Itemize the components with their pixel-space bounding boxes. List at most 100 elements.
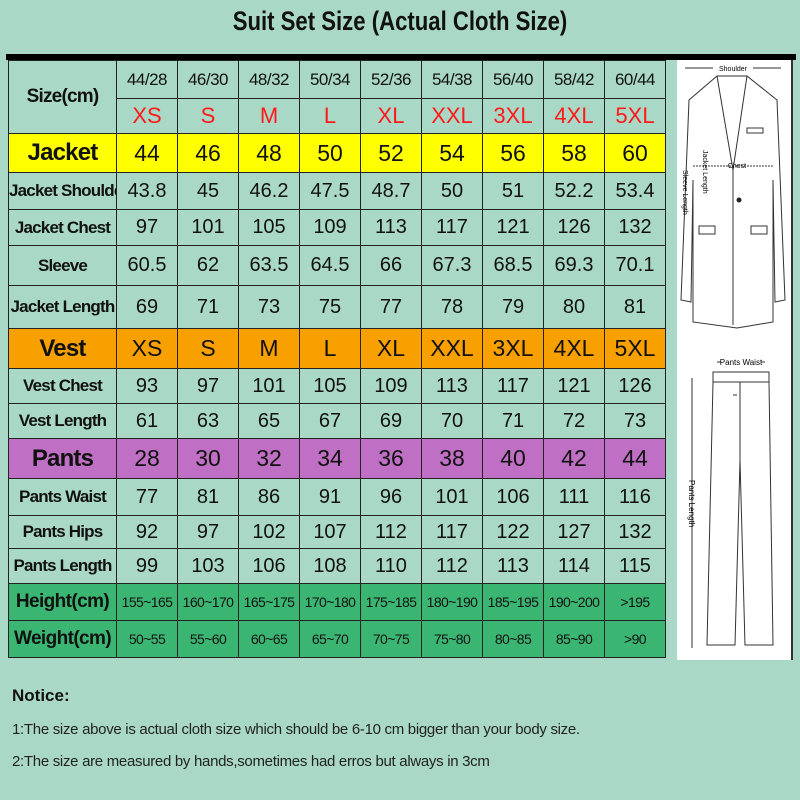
row-label: Jacket Chest — [8, 209, 117, 246]
value-cell: 114 — [543, 548, 605, 584]
value-cell: 34 — [299, 438, 361, 479]
row-label: Jacket — [8, 133, 117, 173]
value-cell: 93 — [116, 368, 178, 404]
value-cell: 92 — [116, 515, 178, 549]
table-row: Pants Waist 77 81 86 91 96 101 106 111 116 — [8, 478, 666, 516]
size-number-cell: 56/40 — [482, 60, 544, 99]
value-cell: 69.3 — [543, 245, 605, 286]
value-cell: 50~55 — [116, 620, 178, 658]
value-cell: 46 — [177, 133, 239, 173]
value-cell: 108 — [299, 548, 361, 584]
size-number-cell: 58/42 — [543, 60, 605, 99]
value-cell: 117 — [421, 515, 483, 549]
value-cell: 70~75 — [360, 620, 422, 658]
notice-line-2: 2:The size are measured by hands,sometim… — [12, 753, 490, 770]
value-cell: 155~165 — [116, 583, 178, 621]
value-cell: 50 — [299, 133, 361, 173]
value-cell: 121 — [482, 209, 544, 246]
value-cell: 109 — [360, 368, 422, 404]
value-cell: XS — [116, 328, 178, 369]
size-label: Size(cm) — [8, 60, 117, 134]
value-cell: 113 — [482, 548, 544, 584]
value-cell: 71 — [482, 403, 544, 439]
value-cell: 117 — [482, 368, 544, 404]
value-cell: 73 — [238, 285, 300, 329]
value-cell: 30 — [177, 438, 239, 479]
row-label: Vest Chest — [8, 368, 117, 404]
value-cell: 97 — [116, 209, 178, 246]
row-label: Weight(cm) — [8, 620, 117, 658]
value-cell: 122 — [482, 515, 544, 549]
value-cell: 52.2 — [543, 172, 605, 210]
value-cell: 43.8 — [116, 172, 178, 210]
value-cell: 72 — [543, 403, 605, 439]
value-cell: 175~185 — [360, 583, 422, 621]
value-cell: 106 — [238, 548, 300, 584]
sleeve-length-label: Sleeve Length — [681, 170, 688, 215]
row-label: Vest — [8, 328, 117, 369]
row-label: Vest Length — [8, 403, 117, 439]
value-cell: 112 — [421, 548, 483, 584]
value-cell: 73 — [604, 403, 666, 439]
table-row: Jacket Length 69 71 73 75 77 78 79 80 81 — [8, 285, 666, 329]
table-row: Sleeve 60.5 62 63.5 64.5 66 67.3 68.5 69.3 70.1 — [8, 245, 666, 286]
value-cell: 52 — [360, 133, 422, 173]
value-cell: 180~190 — [421, 583, 483, 621]
value-cell: 80 — [543, 285, 605, 329]
value-cell: 56 — [482, 133, 544, 173]
value-cell: 86 — [238, 478, 300, 516]
value-cell: 81 — [177, 478, 239, 516]
size-letter-cell: 5XL — [604, 98, 666, 134]
value-cell: 63 — [177, 403, 239, 439]
value-cell: 60 — [604, 133, 666, 173]
value-cell: 4XL — [543, 328, 605, 369]
table-row: Jacket Chest 97 101 105 109 113 117 121 126 132 — [8, 209, 666, 246]
value-cell: 67.3 — [421, 245, 483, 286]
value-cell: 101 — [421, 478, 483, 516]
value-cell: 70.1 — [604, 245, 666, 286]
value-cell: 46.2 — [238, 172, 300, 210]
value-cell: 97 — [177, 515, 239, 549]
value-cell: 69 — [360, 403, 422, 439]
table-row: Pants 28 30 32 34 36 38 40 42 44 — [8, 438, 666, 479]
table-row: Vest Chest 93 97 101 105 109 113 117 121 126 — [8, 368, 666, 404]
size-number-cell: 44/28 — [116, 60, 178, 99]
value-cell: 47.5 — [299, 172, 361, 210]
value-cell: 60~65 — [238, 620, 300, 658]
size-letter-cell: M — [238, 98, 300, 134]
value-cell: 85~90 — [543, 620, 605, 658]
value-cell: 111 — [543, 478, 605, 516]
value-cell: 67 — [299, 403, 361, 439]
value-cell: 61 — [116, 403, 178, 439]
row-label: Height(cm) — [8, 583, 117, 621]
value-cell: 126 — [543, 209, 605, 246]
value-cell: 132 — [604, 209, 666, 246]
suit-diagram: Shoulder Chest Sleeve Length Jacket Leng… — [677, 60, 793, 660]
value-cell: L — [299, 328, 361, 369]
value-cell: 77 — [116, 478, 178, 516]
table-row: Weight(cm) 50~55 55~60 60~65 65~70 70~75 75~80… — [8, 620, 666, 658]
table-row: Jacket 44 46 48 50 52 54 56 58 60 — [8, 133, 666, 173]
size-number-cell: 52/36 — [360, 60, 422, 99]
table-row: Pants Hips 92 97 102 107 112 117 122 127 132 — [8, 515, 666, 549]
notice-line-1: 1:The size above is actual cloth size wh… — [12, 721, 580, 738]
value-cell: 70 — [421, 403, 483, 439]
value-cell: 121 — [543, 368, 605, 404]
value-cell: 116 — [604, 478, 666, 516]
value-cell: 55~60 — [177, 620, 239, 658]
suit-illustration: Shoulder Chest Sleeve Length Jacket Leng… — [680, 66, 786, 648]
size-number-cell: 48/32 — [238, 60, 300, 99]
value-cell: 53.4 — [604, 172, 666, 210]
value-cell: 126 — [604, 368, 666, 404]
value-cell: 48 — [238, 133, 300, 173]
value-cell: 50 — [421, 172, 483, 210]
value-cell: 51 — [482, 172, 544, 210]
shoulder-label: Shoulder — [719, 66, 748, 73]
pants-length-label: Pants Length — [687, 480, 696, 527]
size-table: Size(cm) 44/28 46/30 48/32 50/34 52/36 54/38 5… — [8, 60, 666, 658]
table-row: Pants Length 99 103 106 108 110 112 113 114 115 — [8, 548, 666, 584]
value-cell: 91 — [299, 478, 361, 516]
value-cell: 105 — [299, 368, 361, 404]
value-cell: 127 — [543, 515, 605, 549]
value-cell: 103 — [177, 548, 239, 584]
